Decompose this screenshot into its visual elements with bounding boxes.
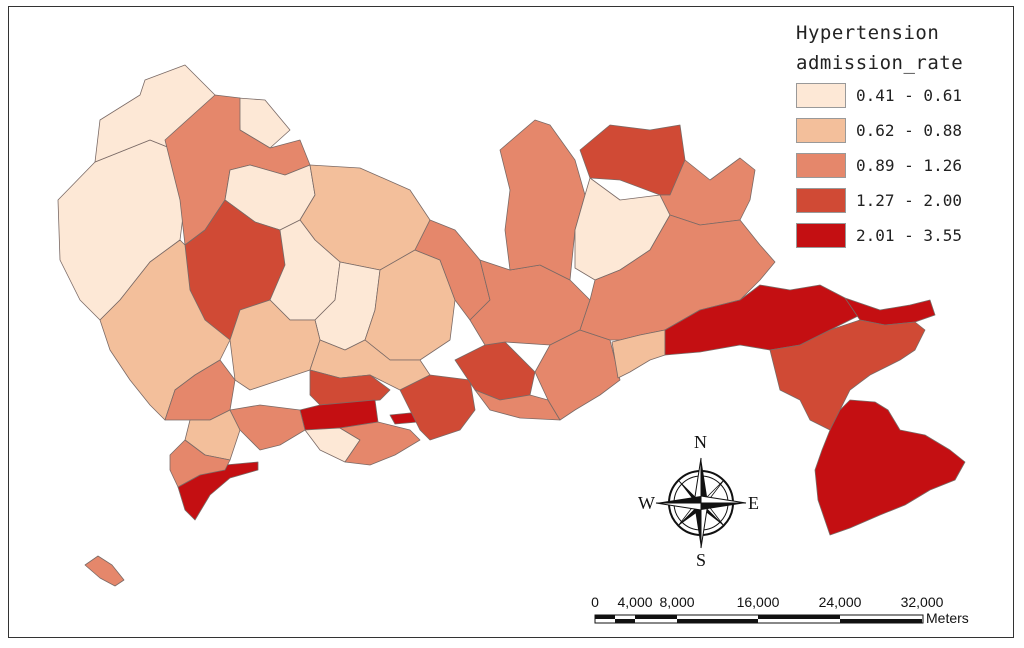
scale-tick-label: 8,000 bbox=[659, 594, 695, 610]
district-south-dark-1 bbox=[309, 369, 391, 406]
legend-label: 1.27 - 2.00 bbox=[856, 191, 962, 210]
scale-bar: 0 4,000 8,000 16,000 24,000 32,000 Meter… bbox=[560, 594, 1000, 634]
district-peninsula-2 bbox=[169, 439, 231, 488]
district-west-mid bbox=[99, 239, 231, 421]
district-island bbox=[84, 555, 125, 587]
legend-item: 0.89 - 1.26 bbox=[796, 148, 996, 183]
scale-tick-label: 32,000 bbox=[900, 594, 944, 610]
scale-unit-label: Meters bbox=[926, 610, 969, 626]
compass-north-label: N bbox=[694, 432, 707, 452]
legend-label: 0.89 - 1.26 bbox=[856, 156, 962, 175]
district-south-dark-2 bbox=[399, 374, 476, 441]
scale-tick-label: 16,000 bbox=[736, 594, 780, 610]
district-east-1 bbox=[469, 259, 591, 346]
district-south-2 bbox=[229, 404, 306, 451]
district-east-dark-south bbox=[769, 319, 926, 431]
district-east-red-3 bbox=[814, 399, 966, 536]
legend-title-line1: Hypertension bbox=[796, 22, 940, 44]
compass-south-label: S bbox=[696, 550, 707, 570]
district-east-4 bbox=[534, 329, 621, 421]
legend-swatch bbox=[796, 223, 846, 248]
scale-tick-label: 24,000 bbox=[818, 594, 862, 610]
map-legend: Hypertension admission_rate 0.41 - 0.61 … bbox=[796, 18, 996, 253]
legend-item: 0.41 - 0.61 bbox=[796, 78, 996, 113]
compass-west-label: W bbox=[638, 493, 655, 513]
legend-item: 2.01 - 3.55 bbox=[796, 218, 996, 253]
legend-label: 2.01 - 3.55 bbox=[856, 226, 962, 245]
north-arrow-compass-icon: N S W E bbox=[636, 432, 766, 570]
district-south-3 bbox=[339, 421, 421, 466]
legend-label: 0.41 - 0.61 bbox=[856, 86, 962, 105]
district-east-light-coast bbox=[611, 329, 666, 379]
legend-swatch bbox=[796, 83, 846, 108]
legend-swatch bbox=[796, 153, 846, 178]
district-east-7 bbox=[579, 214, 776, 341]
legend-label: 0.62 - 0.88 bbox=[856, 121, 962, 140]
compass-east-label: E bbox=[748, 493, 759, 513]
scale-tick-label: 4,000 bbox=[617, 594, 653, 610]
scale-bar-graphic bbox=[594, 614, 924, 624]
legend-item: 0.62 - 0.88 bbox=[796, 113, 996, 148]
legend-title-line2: admission_rate bbox=[796, 52, 964, 74]
legend-swatch bbox=[796, 188, 846, 213]
district-east-2 bbox=[499, 119, 586, 281]
scale-tick-label: 0 bbox=[591, 594, 599, 610]
legend-swatch bbox=[796, 118, 846, 143]
legend-item: 1.27 - 2.00 bbox=[796, 183, 996, 218]
